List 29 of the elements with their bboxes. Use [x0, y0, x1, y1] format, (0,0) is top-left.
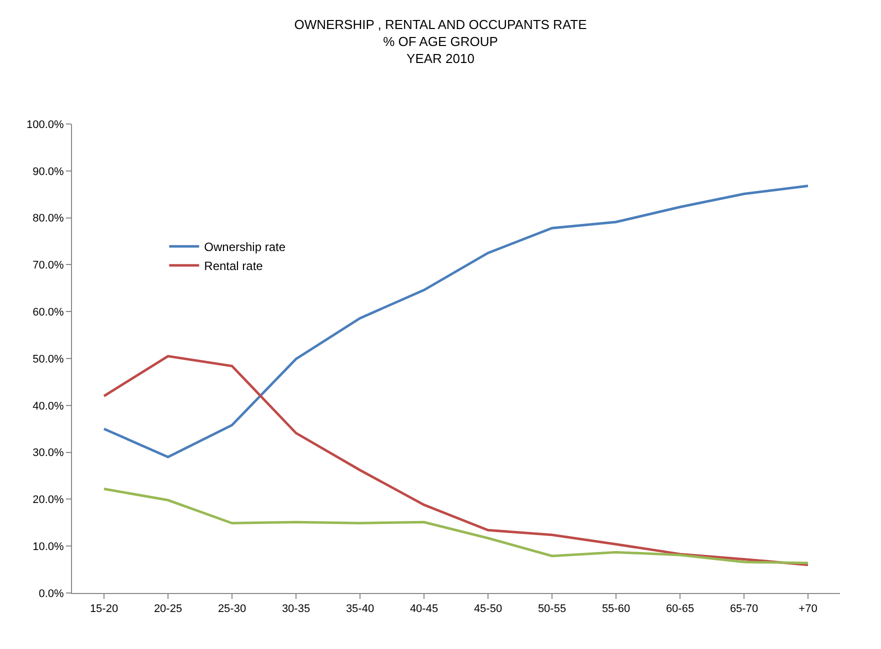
- y-tick-label: 40.0%: [32, 400, 64, 412]
- x-tick-label: 30-35: [282, 603, 310, 616]
- x-tick-label: 15-20: [90, 603, 118, 616]
- line-series: [102, 184, 810, 458]
- x-tick-label: 25-30: [218, 603, 246, 616]
- y-tick-label: 0.0%: [38, 588, 64, 600]
- chart-title: OWNERSHIP , RENTAL AND OCCUPANTS RATE % OF AGE GROUP YEAR 2010: [294, 17, 588, 66]
- x-tick-label: 60-65: [666, 603, 694, 616]
- x-tick-label: +70: [798, 603, 818, 616]
- x-tick-label: 45-50: [474, 603, 502, 616]
- x-tick-label: 50-55: [538, 603, 566, 616]
- x-tick-label: 40-45: [410, 603, 438, 616]
- y-tick-label: 60.0%: [32, 306, 64, 318]
- x-tick-label: 55-60: [602, 603, 630, 616]
- x-tick-label: 65-70: [730, 603, 758, 616]
- x-tick-label: 35-40: [346, 603, 374, 616]
- y-tick-label: 20.0%: [32, 494, 64, 506]
- y-tick-label: 30.0%: [32, 447, 64, 460]
- y-tick-label: 70.0%: [32, 260, 64, 272]
- y-tick-label: 50.0%: [32, 353, 64, 366]
- legend-label: Ownership rate: [204, 240, 286, 254]
- y-tick-label: 90.0%: [32, 166, 64, 178]
- legend-label: Rental rate: [204, 259, 264, 274]
- y-tick-label: 100.0%: [26, 118, 64, 131]
- line-series: [102, 488, 810, 564]
- line-series: [102, 354, 810, 566]
- y-tick-label: 10.0%: [32, 540, 64, 553]
- x-tick-label: 20-25: [154, 603, 182, 616]
- y-tick-label: 80.0%: [32, 212, 64, 225]
